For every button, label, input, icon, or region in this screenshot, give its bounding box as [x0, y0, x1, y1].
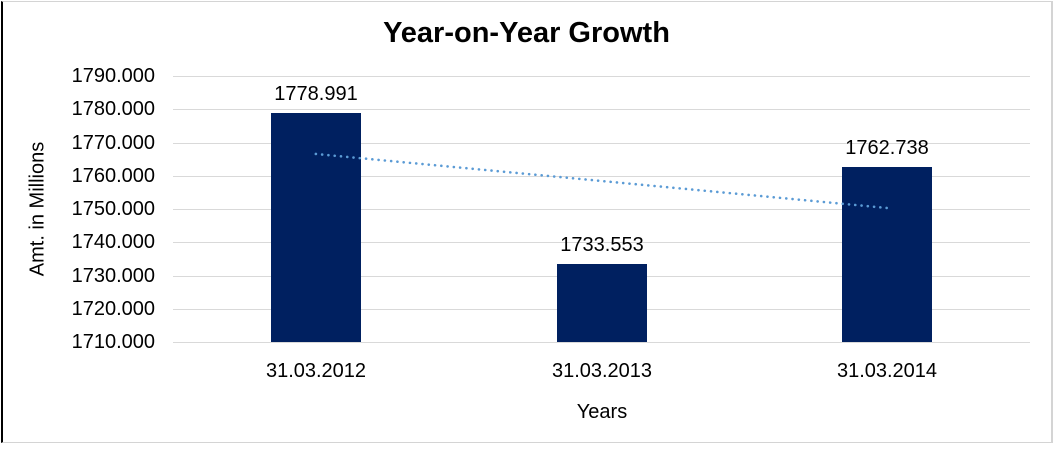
- y-axis-tick-label: 1720.000: [71, 298, 155, 320]
- bar-31.03.2014: [842, 167, 932, 342]
- gridline: [173, 109, 1030, 110]
- gridline: [173, 209, 1030, 210]
- bar-31.03.2012: [271, 113, 361, 342]
- y-axis-tick-label: 1760.000: [71, 165, 155, 187]
- data-label: 1733.553: [560, 234, 644, 256]
- y-axis-tick-label: 1740.000: [71, 231, 155, 253]
- y-axis-tick-label: 1790.000: [71, 65, 155, 87]
- y-axis-tick-label: 1770.000: [71, 132, 155, 154]
- bar-31.03.2013: [557, 264, 647, 342]
- y-axis-tick-label: 1750.000: [71, 198, 155, 220]
- gridline: [173, 242, 1030, 243]
- y-axis-tick-label: 1780.000: [71, 98, 155, 120]
- data-label: 1762.738: [845, 137, 929, 159]
- x-axis-tick-label: 31.03.2014: [836, 360, 938, 382]
- chart-title: Year-on-Year Growth: [383, 17, 670, 49]
- gridline: [173, 143, 1030, 144]
- gridline: [173, 76, 1030, 77]
- trendline: [314, 152, 889, 210]
- gridline: [173, 342, 1030, 343]
- y-axis-tick-label: 1710.000: [71, 331, 155, 353]
- x-axis-tick-label: 31.03.2013: [551, 360, 653, 382]
- data-label: 1778.991: [274, 83, 358, 105]
- y-axis-tick-label: 1730.000: [71, 265, 155, 287]
- x-axis-title: Years: [576, 401, 628, 423]
- x-axis-tick-label: 31.03.2012: [265, 360, 367, 382]
